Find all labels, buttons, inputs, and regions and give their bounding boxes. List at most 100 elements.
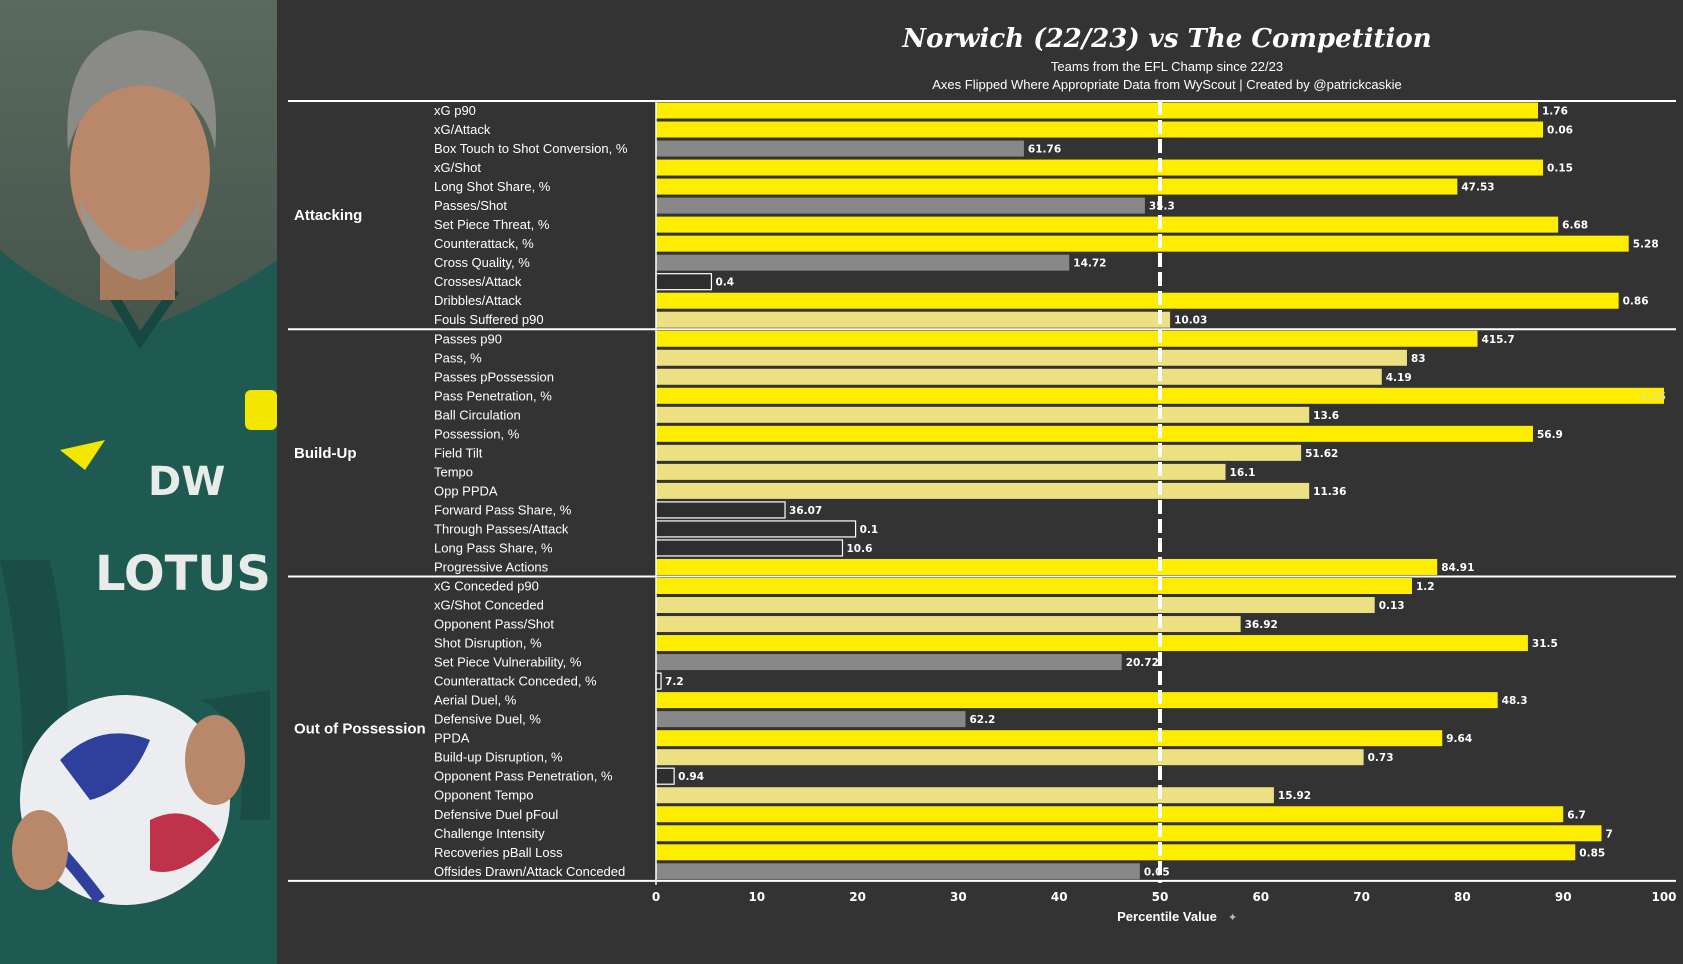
x-tick-label: 90 (1555, 890, 1572, 904)
data-label: 0.85 (1579, 847, 1605, 859)
metric-label: Pass, % (434, 350, 482, 365)
bar (656, 844, 1576, 861)
metric-label: Counterattack, % (434, 236, 534, 251)
bar (656, 482, 1310, 499)
bar (656, 635, 1528, 652)
metric-label: Opp PPDA (434, 483, 498, 498)
metric-label: Shot Disruption, % (434, 636, 542, 651)
metric-label: Opponent Pass Penetration, % (434, 769, 613, 784)
photo-beard (80, 200, 200, 280)
data-label: 0.1 (860, 524, 879, 536)
data-label: 13.6 (1313, 410, 1339, 422)
bar (656, 368, 1382, 385)
bar (656, 863, 1140, 880)
metric-label: xG p90 (434, 103, 476, 118)
metric-label: Defensive Duel, % (434, 712, 541, 727)
metric-label: Possession, % (434, 426, 520, 441)
group-label: Out of Possession (294, 721, 426, 738)
metric-label: xG/Attack (434, 122, 491, 137)
data-label: 0.73 (1368, 752, 1394, 764)
metric-label: Ball Circulation (434, 407, 521, 422)
bar (656, 140, 1024, 157)
metric-label: Crosses/Attack (434, 274, 522, 289)
bar (656, 121, 1544, 138)
bar (656, 558, 1438, 575)
bar (656, 330, 1478, 347)
data-label: 16.1 (1230, 467, 1256, 479)
data-label: 61.76 (1028, 144, 1061, 156)
bar (656, 692, 1498, 709)
data-label: 4.19 (1386, 372, 1412, 384)
metric-label: Pass Penetration, % (434, 388, 552, 403)
photo-shirt-sponsor: LOTUS (95, 546, 271, 602)
metric-label: Build-up Disruption, % (434, 750, 563, 765)
bar (656, 292, 1619, 309)
x-tick-label: 30 (950, 890, 967, 904)
data-label: 0.15 (1547, 163, 1573, 175)
chart-title: Norwich (22/23) vs The Competition (901, 24, 1431, 54)
data-label: 9.64 (1446, 733, 1472, 745)
bar (656, 597, 1375, 614)
data-label: 1.2 (1416, 581, 1435, 593)
metric-label: Counterattack Conceded, % (434, 674, 597, 689)
data-label: 0.4 (715, 277, 734, 289)
data-label: 84.91 (1441, 562, 1474, 574)
data-label: 0.94 (678, 771, 704, 783)
metric-label: Box Touch to Shot Conversion, % (434, 141, 628, 156)
data-label: 11.36 (1313, 486, 1346, 498)
data-label: 10.6 (846, 543, 872, 555)
x-tick-label: 60 (1252, 890, 1269, 904)
metric-label: Dribbles/Attack (434, 293, 522, 308)
bar (656, 654, 1122, 671)
data-label: 51.62 (1305, 448, 1338, 460)
bar (656, 254, 1070, 271)
metric-label: Challenge Intensity (434, 826, 545, 841)
metric-label: Long Shot Share, % (434, 179, 551, 194)
metric-label: Field Tilt (434, 445, 483, 460)
x-tick-label: 0 (652, 890, 660, 904)
bar (655, 767, 675, 785)
x-tick-label: 50 (1152, 890, 1169, 904)
bar (656, 711, 966, 728)
group-label: Build-Up (294, 445, 356, 462)
data-label: 15.92 (1278, 790, 1311, 802)
data-label: 0.13 (1379, 600, 1405, 612)
data-label: 7.2 (665, 676, 684, 688)
photo-hair (67, 30, 217, 150)
data-label: 31.5 (1532, 638, 1558, 650)
bar (656, 749, 1364, 766)
bar (656, 102, 1538, 119)
bar (656, 178, 1458, 195)
x-tick-label: 20 (849, 890, 866, 904)
data-label: 47.53 (1461, 182, 1494, 194)
bar (656, 578, 1412, 594)
bar (656, 159, 1544, 176)
group-label: Attacking (294, 207, 362, 224)
metric-label: Aerial Duel, % (434, 693, 517, 708)
metric-label: xG/Shot (434, 160, 481, 175)
bar (656, 349, 1407, 366)
metric-label: Offsides Drawn/Attack Conceded (434, 864, 625, 879)
data-label: 62.2 (969, 714, 995, 726)
metric-label: PPDA (434, 731, 470, 746)
photo-face (70, 75, 210, 265)
x-tick-label: 70 (1353, 890, 1370, 904)
data-label: 36.92 (1245, 619, 1278, 631)
bar (656, 616, 1241, 633)
bar (656, 425, 1533, 442)
metric-label: Defensive Duel pFoul (434, 807, 558, 822)
metric-label: Fouls Suffered p90 (434, 312, 544, 327)
bar (656, 197, 1145, 214)
bar (656, 463, 1226, 480)
data-label: 10.03 (1174, 315, 1207, 327)
data-label: 0.06 (1547, 125, 1573, 137)
bar (656, 311, 1171, 328)
bar (655, 672, 662, 690)
photo-badge (245, 390, 277, 430)
metric-label: Opponent Tempo (434, 788, 534, 803)
data-label: 20.72 (1126, 657, 1159, 669)
metric-label: Through Passes/Attack (434, 521, 569, 536)
bar (656, 444, 1302, 461)
photo-shirt-logo (60, 440, 105, 470)
